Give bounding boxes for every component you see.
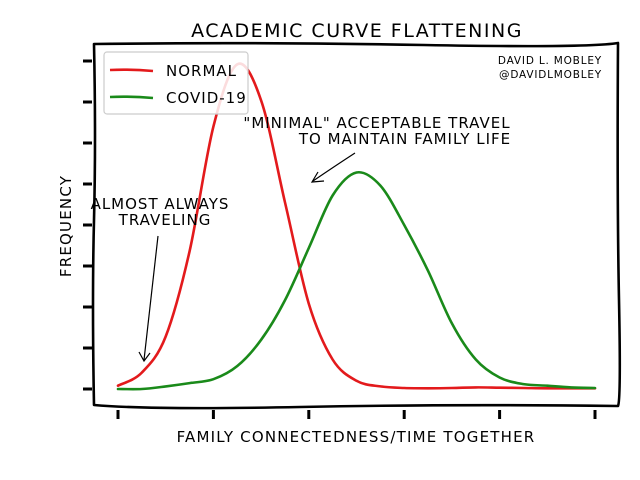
annotation-traveling-line2: TRAVELING (118, 211, 212, 229)
plot-frame (91, 41, 622, 410)
annotation-minimal-line2: TO MAINTAIN FAMILY LIFE (298, 130, 511, 148)
annotation-minimal-line1: "MINIMAL" ACCEPTABLE TRAVEL (243, 114, 510, 132)
legend-label-covid: COVID-19 (166, 89, 247, 107)
axis-ticks (83, 59, 597, 419)
credit-handle: @DAVIDLMOBLEY (499, 69, 602, 81)
annotation-minimal-arrow (312, 152, 356, 182)
chart-title: ACADEMIC CURVE FLATTENING (191, 20, 523, 42)
x-axis-label: FAMILY CONNECTEDNESS/TIME TOGETHER (177, 428, 536, 446)
legend-swatch-covid (109, 95, 154, 100)
legend-swatch-normal (109, 68, 154, 73)
legend: NORMAL COVID-19 (103, 51, 249, 115)
legend-label-normal: NORMAL (166, 62, 237, 80)
credit-name: DAVID L. MOBLEY (498, 55, 602, 67)
series-line-normal (116, 62, 597, 390)
series-line-covid-19 (116, 170, 597, 391)
y-axis-label: FREQUENCY (57, 175, 75, 277)
annotation-minimal: "MINIMAL" ACCEPTABLE TRAVEL TO MAINTAIN … (243, 114, 511, 183)
annotation-traveling-arrowhead (138, 351, 151, 363)
annotation-traveling: ALMOST ALWAYS TRAVELING (91, 195, 230, 363)
series-lines (116, 62, 597, 391)
annotation-minimal-arrowhead (310, 171, 325, 183)
annotation-traveling-arrow (143, 235, 159, 361)
annotation-traveling-line1: ALMOST ALWAYS (91, 195, 230, 213)
legend-box (103, 51, 249, 115)
